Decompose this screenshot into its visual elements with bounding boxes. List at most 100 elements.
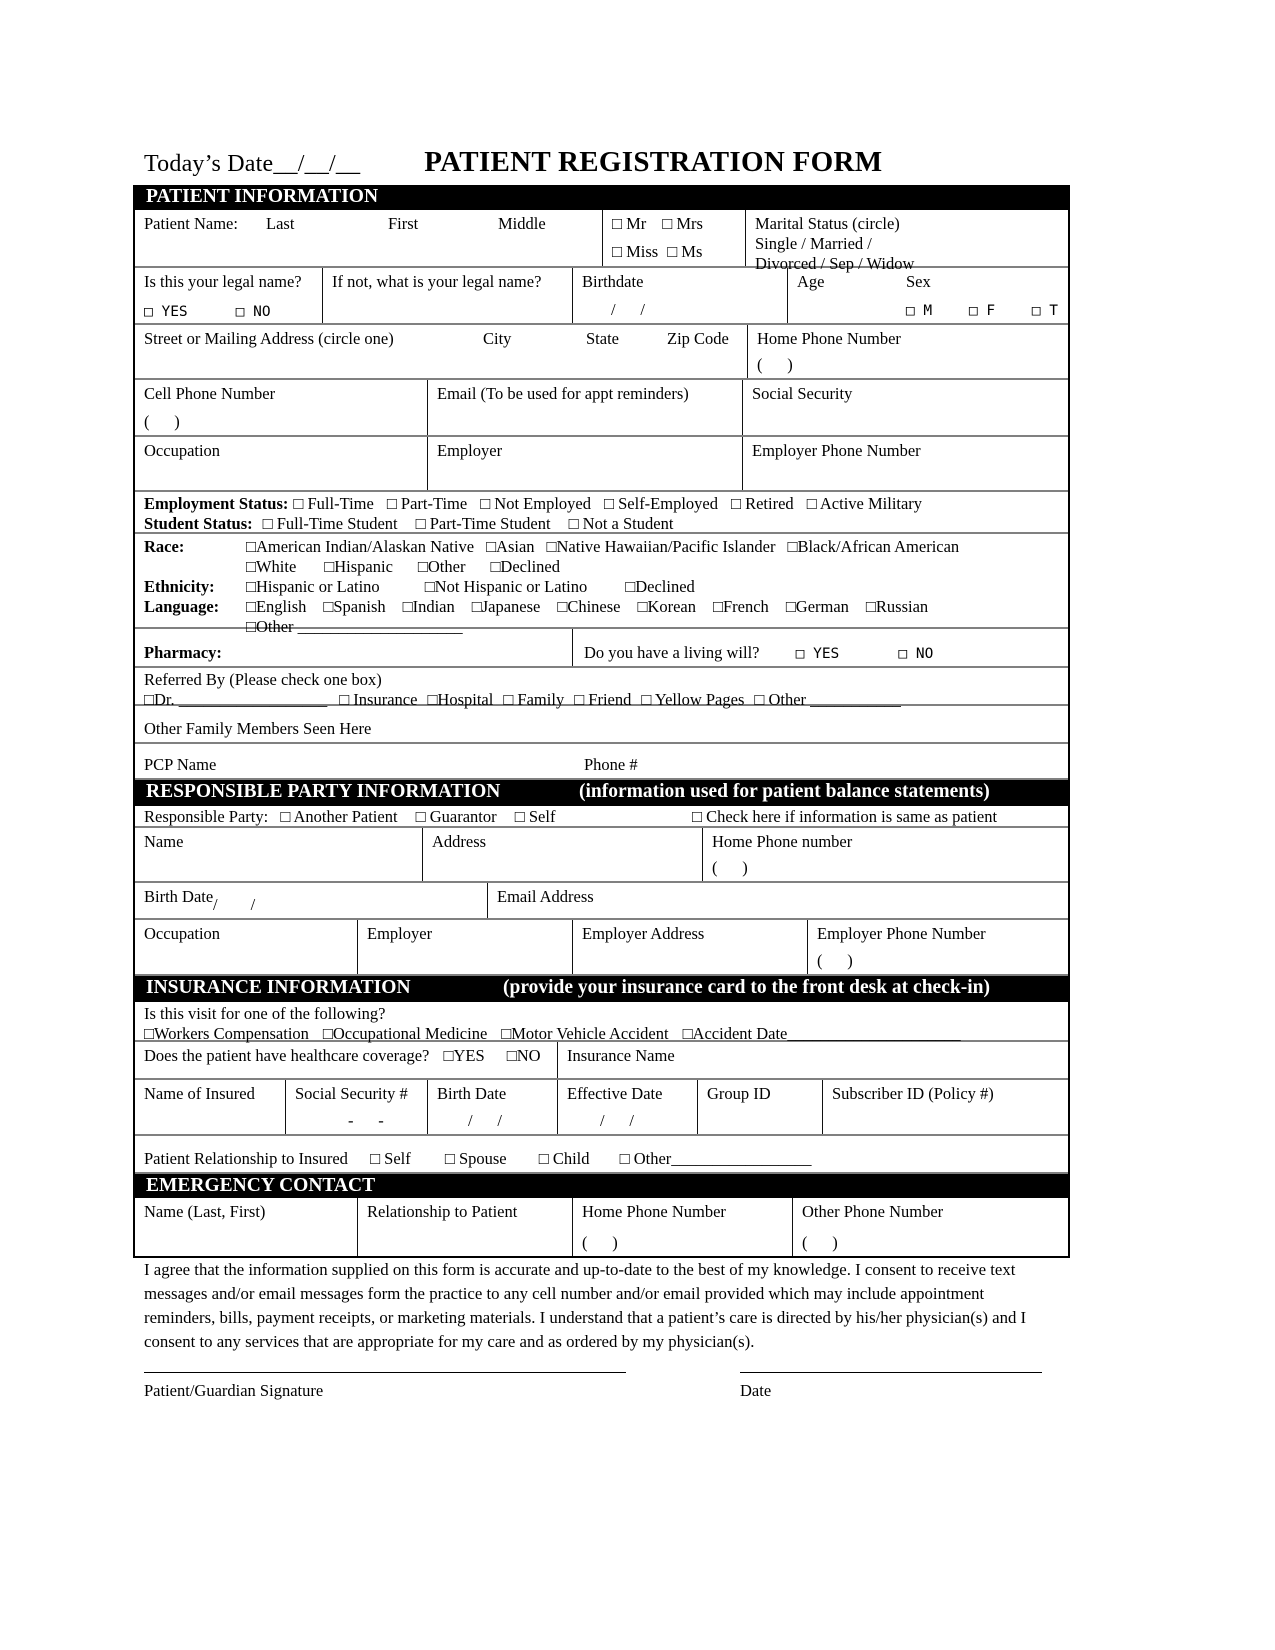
checkbox-ethnicity-not-hispanic[interactable]: □Not Hispanic or Latino	[424, 577, 588, 596]
checkbox-part-time-student[interactable]: □ Part-Time Student	[415, 514, 551, 533]
checkbox-self-employed[interactable]: □ Self-Employed	[604, 494, 719, 513]
checkbox-lang-russian[interactable]: □Russian	[865, 597, 929, 616]
checkbox-not-employed[interactable]: □ Not Employed	[480, 494, 592, 513]
checkbox-race-declined[interactable]: □Declined	[490, 557, 560, 576]
field-subscriber-id[interactable]: Subscriber ID (Policy #)	[822, 1080, 1068, 1134]
field-rp-employer-phone[interactable]: Employer Phone Number ( )	[807, 920, 1068, 974]
checkbox-full-time-student[interactable]: □ Full-Time Student	[262, 514, 398, 533]
field-rp-occupation[interactable]: Occupation	[135, 920, 357, 974]
field-rp-employer-address[interactable]: Employer Address	[572, 920, 807, 974]
checkbox-sex-t[interactable]: □ T	[1031, 303, 1058, 319]
checkbox-coverage-yes[interactable]: □YES	[443, 1046, 485, 1065]
checkbox-living-will-no[interactable]: □ NO	[898, 646, 934, 662]
field-occupation[interactable]: Occupation	[135, 437, 427, 490]
checkbox-mrs[interactable]: □ Mrs	[662, 214, 703, 233]
field-rp-email[interactable]: Email Address	[487, 883, 1068, 918]
field-ec-home-phone[interactable]: Home Phone Number ( )	[572, 1198, 792, 1256]
field-effective-date[interactable]: Effective Date / /	[557, 1080, 697, 1134]
checkbox-referred-friend[interactable]: □ Friend	[574, 690, 632, 709]
checkbox-full-time[interactable]: □ Full-Time	[293, 494, 374, 513]
checkbox-miss[interactable]: □ Miss	[612, 242, 659, 261]
field-age-sex[interactable]: Age Sex □ M □ F □ T	[787, 268, 1068, 323]
checkbox-lang-korean[interactable]: □Korean	[637, 597, 697, 616]
field-employer-phone[interactable]: Employer Phone Number	[742, 437, 1068, 490]
checkbox-sex-f[interactable]: □ F	[968, 303, 996, 319]
insured-birth-slashes[interactable]: / /	[468, 1111, 502, 1130]
field-social-security[interactable]: Social Security	[742, 380, 1068, 435]
field-pcp[interactable]: PCP Name Phone #	[135, 744, 1068, 778]
field-street-address[interactable]: Street or Mailing Address (circle one) C…	[135, 325, 747, 378]
field-home-phone[interactable]: Home Phone Number ( )	[747, 325, 1068, 378]
checkbox-ms[interactable]: □ Ms	[667, 242, 703, 261]
checkbox-referred-yellow-pages[interactable]: □ Yellow Pages	[641, 690, 745, 709]
checkbox-active-military[interactable]: □ Active Military	[806, 494, 923, 513]
checkbox-lang-indian[interactable]: □Indian	[402, 597, 455, 616]
checkbox-race-native-hawaiian[interactable]: □Native Hawaiian/Pacific Islander	[546, 537, 776, 556]
checkbox-ethnicity-hispanic[interactable]: □Hispanic or Latino	[246, 577, 380, 596]
field-insured-ssn[interactable]: Social Security # - -	[285, 1080, 427, 1134]
checkbox-lang-english[interactable]: □English	[246, 597, 307, 616]
checkbox-occupational-medicine[interactable]: □Occupational Medicine	[322, 1024, 488, 1043]
checkbox-referred-family[interactable]: □ Family	[503, 690, 565, 709]
field-ec-relationship[interactable]: Relationship to Patient	[357, 1198, 572, 1256]
field-rp-employer[interactable]: Employer	[357, 920, 572, 974]
birthdate-slashes[interactable]: / /	[611, 300, 645, 319]
checkbox-legal-yes[interactable]: □ YES	[144, 304, 188, 320]
checkbox-race-white[interactable]: □White	[246, 557, 297, 576]
checkbox-lang-other[interactable]: □Other ____________________	[246, 617, 463, 636]
field-insurance-name[interactable]: Insurance Name	[557, 1042, 1068, 1078]
checkbox-lang-chinese[interactable]: □Chinese	[557, 597, 621, 616]
checkbox-living-will-yes[interactable]: □ YES	[795, 646, 840, 662]
ec-other-phone-parens[interactable]: ( )	[802, 1233, 838, 1252]
field-ec-other-phone[interactable]: Other Phone Number ( )	[792, 1198, 1068, 1256]
rp-home-phone-parens[interactable]: ( )	[712, 858, 748, 877]
checkbox-workers-comp[interactable]: □Workers Compensation	[144, 1024, 309, 1043]
field-patient-name[interactable]: Patient Name: Last First Middle	[135, 210, 602, 266]
checkbox-referred-insurance[interactable]: □ Insurance	[339, 690, 418, 709]
checkbox-another-patient[interactable]: □ Another Patient	[280, 807, 398, 826]
rp-birth-date-slashes[interactable]: / /	[213, 895, 256, 914]
checkbox-legal-no[interactable]: □ NO	[235, 304, 271, 320]
checkbox-lang-french[interactable]: □French	[713, 597, 769, 616]
checkbox-lang-japanese[interactable]: □Japanese	[471, 597, 541, 616]
cell-phone-parens[interactable]: ( )	[144, 412, 180, 431]
field-cell-phone[interactable]: Cell Phone Number ( )	[135, 380, 427, 435]
date-signature-line[interactable]	[740, 1372, 1042, 1373]
field-marital-status[interactable]: Marital Status (circle) Single / Married…	[745, 210, 1068, 273]
checkbox-sex-m[interactable]: □ M	[905, 303, 933, 319]
checkbox-race-black[interactable]: □Black/African American	[787, 537, 960, 556]
field-name-of-insured[interactable]: Name of Insured	[135, 1080, 285, 1134]
checkbox-guarantor[interactable]: □ Guarantor	[415, 807, 497, 826]
checkbox-lang-german[interactable]: □German	[785, 597, 849, 616]
field-ec-name[interactable]: Name (Last, First)	[135, 1198, 357, 1256]
effective-date-slashes[interactable]: / /	[600, 1111, 634, 1130]
checkbox-referred-hospital[interactable]: □Hospital	[427, 690, 494, 709]
checkbox-part-time[interactable]: □ Part-Time	[386, 494, 468, 513]
insured-ssn-dashes[interactable]: - -	[348, 1111, 384, 1130]
checkbox-race-hispanic[interactable]: □Hispanic	[324, 557, 393, 576]
checkbox-ethnicity-declined[interactable]: □Declined	[625, 577, 695, 596]
field-pharmacy[interactable]: Pharmacy:	[135, 629, 572, 666]
field-email[interactable]: Email (To be used for appt reminders)	[427, 380, 742, 435]
checkbox-race-american-indian[interactable]: □American Indian/Alaskan Native	[246, 537, 475, 556]
checkbox-rel-child[interactable]: □ Child	[538, 1149, 590, 1168]
patient-signature-line[interactable]	[144, 1372, 626, 1373]
checkbox-coverage-no[interactable]: □NO	[506, 1046, 541, 1065]
field-group-id[interactable]: Group ID	[697, 1080, 822, 1134]
checkbox-rel-spouse[interactable]: □ Spouse	[444, 1149, 507, 1168]
checkbox-mr[interactable]: □ Mr	[612, 214, 647, 233]
field-legal-name[interactable]: If not, what is your legal name?	[322, 268, 572, 323]
rp-employer-phone-parens[interactable]: ( )	[817, 951, 853, 970]
checkbox-motor-vehicle-accident[interactable]: □Motor Vehicle Accident	[501, 1024, 669, 1043]
checkbox-referred-dr[interactable]: □Dr. __________________	[144, 690, 328, 709]
home-phone-parens[interactable]: ( )	[757, 355, 793, 374]
field-insured-birth-date[interactable]: Birth Date / /	[427, 1080, 557, 1134]
checkbox-rel-other[interactable]: □ Other_________________	[619, 1149, 812, 1168]
checkbox-lang-spanish[interactable]: □Spanish	[323, 597, 386, 616]
checkbox-retired[interactable]: □ Retired	[731, 494, 794, 513]
field-rp-home-phone[interactable]: Home Phone number ( )	[702, 828, 1068, 881]
field-rp-address[interactable]: Address	[422, 828, 702, 881]
checkbox-same-as-patient[interactable]: □ Check here if information is same as p…	[692, 807, 998, 826]
checkbox-race-asian[interactable]: □Asian	[486, 537, 535, 556]
field-employer[interactable]: Employer	[427, 437, 742, 490]
